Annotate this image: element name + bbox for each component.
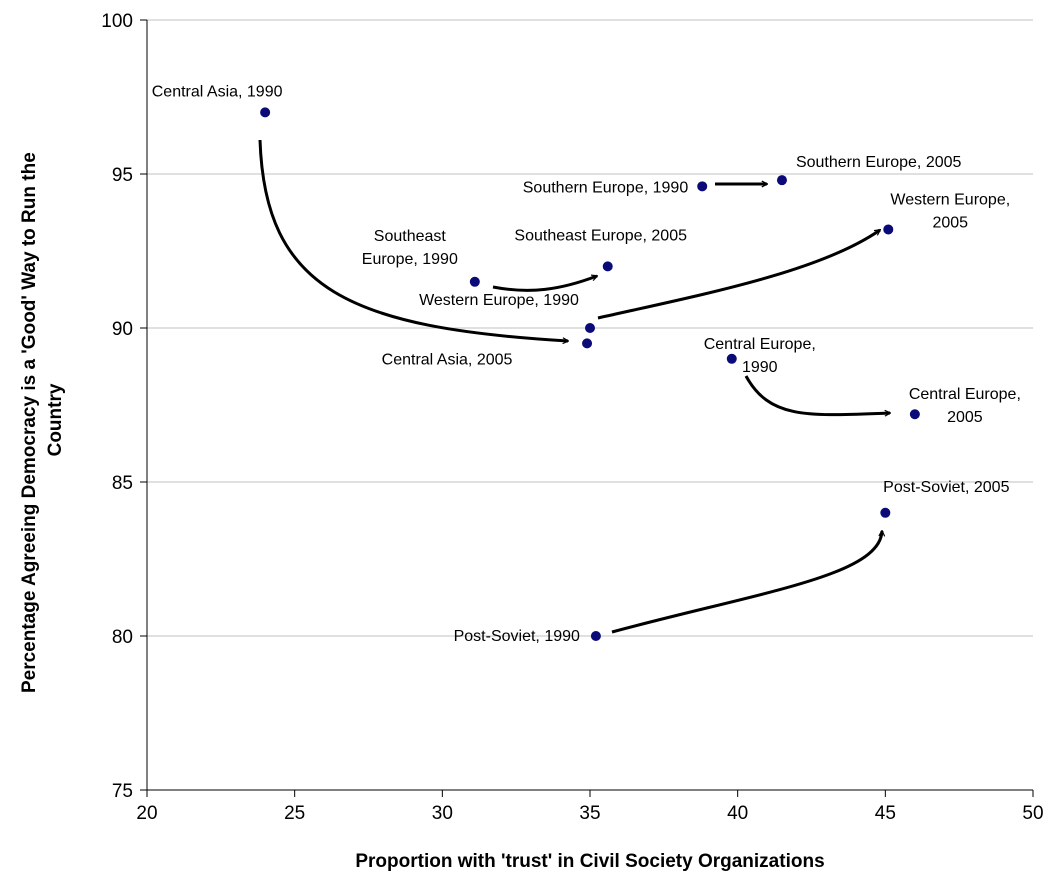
point-label-line: Western Europe, 1990 xyxy=(419,292,579,309)
point-label-we90: Western Europe, 1990 xyxy=(419,292,579,309)
point-label-ce05: Central Europe, 2005 xyxy=(909,386,1021,426)
point-label-we05: Western Europe, 2005 xyxy=(890,191,1010,231)
data-point-we90 xyxy=(585,323,595,333)
data-point-se90 xyxy=(469,276,480,287)
data-point-ps90 xyxy=(590,631,601,641)
point-label-ce90: Central Europe, 1990 xyxy=(704,336,816,376)
point-label-ps05: Post-Soviet, 2005 xyxy=(883,479,1009,496)
point-label-line: Post-Soviet, 2005 xyxy=(883,479,1009,496)
data-point-se05 xyxy=(602,261,613,272)
x-tick-label: 40 xyxy=(727,803,748,824)
data-point-ca05 xyxy=(582,338,593,349)
point-label-line: 1990 xyxy=(742,359,778,376)
y-axis-title: Percentage Agreeing Democracy is a 'Good… xyxy=(19,147,66,693)
arrow-se90-se05 xyxy=(492,276,597,292)
point-label-se90: Southeast Europe, 1990 xyxy=(362,228,458,268)
point-label-line: Southeast Europe, 2005 xyxy=(514,227,687,244)
point-label-ps90: Post-Soviet, 1990 xyxy=(454,628,580,645)
arrow-we90-we05 xyxy=(597,228,880,320)
data-point-we05 xyxy=(883,224,894,235)
point-label-so90: Southern Europe, 1990 xyxy=(523,179,689,196)
y-tick-label: 75 xyxy=(112,781,133,802)
data-point-ps05 xyxy=(880,507,891,518)
point-label-line: Southern Europe, 2005 xyxy=(796,154,962,171)
y-tick-label: 100 xyxy=(101,11,133,32)
data-point-so90 xyxy=(697,181,708,192)
point-label-line: Central Europe, xyxy=(909,386,1021,403)
data-point-so05 xyxy=(776,175,787,186)
trajectory-arrows xyxy=(258,139,890,634)
x-tick-label: 45 xyxy=(875,803,896,824)
x-axis-title: Proportion with 'trust' in Civil Society… xyxy=(355,851,824,872)
point-label-line: 2005 xyxy=(947,409,983,426)
y-tick-label: 95 xyxy=(112,165,133,186)
point-label-so05: Southern Europe, 2005 xyxy=(796,154,962,171)
point-label-ca05: Central Asia, 2005 xyxy=(382,351,513,368)
x-tick-label: 35 xyxy=(579,803,600,824)
y-tick-label: 85 xyxy=(112,473,133,494)
point-label-ca90: Central Asia, 1990 xyxy=(152,83,283,100)
data-points xyxy=(260,107,920,641)
x-tick-label: 50 xyxy=(1022,803,1043,824)
point-label-line: Southern Europe, 1990 xyxy=(523,179,689,196)
point-label-line: Europe, 1990 xyxy=(362,251,458,268)
point-label-line: Central Europe, xyxy=(704,336,816,353)
arrow-ca90-ca05 xyxy=(258,139,568,341)
axes: 75 80 85 90 95 100 20 25 30 35 40 45 50 xyxy=(101,11,1043,824)
data-point-ce90 xyxy=(726,353,737,364)
x-tick-label: 20 xyxy=(136,803,157,824)
x-tick-label: 30 xyxy=(432,803,453,824)
point-label-se05: Southeast Europe, 2005 xyxy=(514,227,687,244)
y-tick-label: 90 xyxy=(112,319,133,340)
point-labels: Central Asia, 1990 Central Asia, 2005 Sout… xyxy=(152,83,1021,645)
arrow-ps90-ps05 xyxy=(611,531,882,634)
point-label-line: Southeast xyxy=(374,228,447,245)
point-label-line: Central Asia, 2005 xyxy=(382,351,513,368)
data-point-ce05 xyxy=(909,409,920,420)
point-label-line: Western Europe, xyxy=(890,191,1010,208)
data-point-ca90 xyxy=(260,107,271,118)
point-label-line: Central Asia, 1990 xyxy=(152,83,283,100)
point-label-line: Post-Soviet, 1990 xyxy=(454,628,580,645)
x-tick-label: 25 xyxy=(284,803,305,824)
arrow-ce90-ce05 xyxy=(744,375,890,415)
point-label-line: 2005 xyxy=(932,214,968,231)
y-tick-label: 80 xyxy=(112,627,133,648)
